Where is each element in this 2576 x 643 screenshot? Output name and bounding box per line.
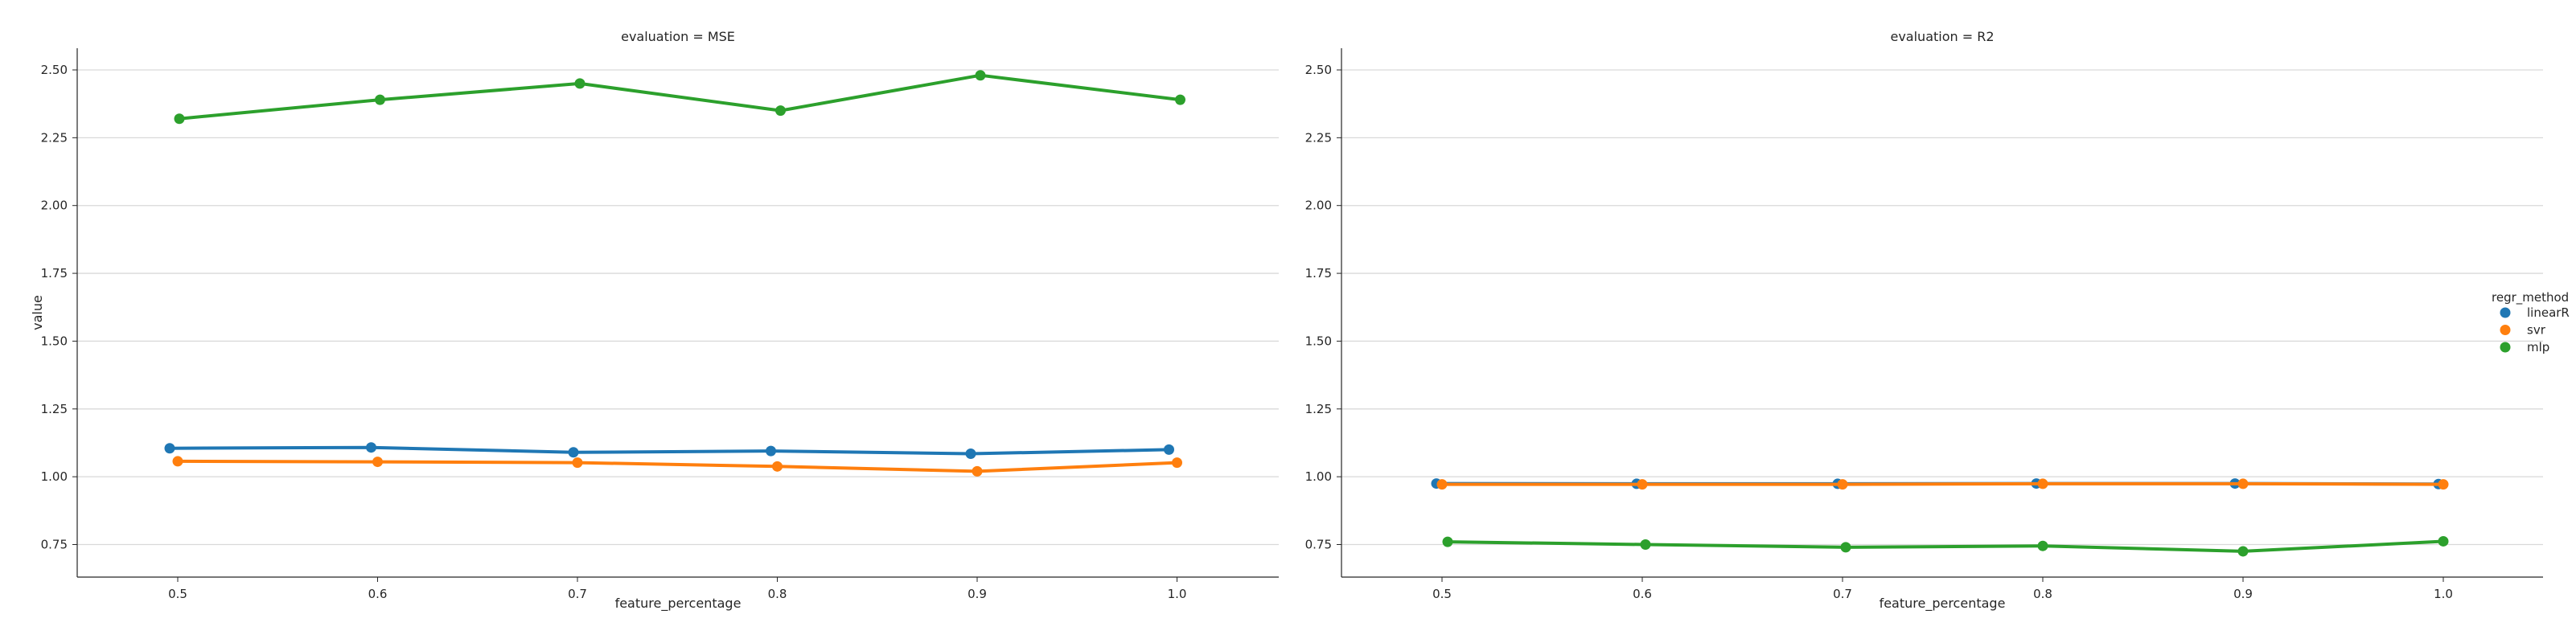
- legend-marker-mlp: [2500, 342, 2511, 353]
- data-point-linearR-0.9: [965, 448, 976, 459]
- data-point-svr-0.8: [2037, 478, 2048, 489]
- y-tick-label: 1.00: [1305, 469, 1332, 484]
- y-axis-label: value: [30, 295, 45, 330]
- y-tick-label: 2.00: [41, 199, 68, 213]
- panel-title: evaluation = MSE: [621, 29, 735, 44]
- data-point-mlp-1.0: [2438, 535, 2449, 547]
- y-tick-label: 1.25: [41, 402, 68, 416]
- series-line-svr: [177, 459, 1177, 473]
- data-point-mlp-0.9: [975, 70, 986, 81]
- series-line-linearR: [169, 445, 1169, 456]
- x-tick-label: 0.6: [368, 587, 388, 601]
- x-axis-label: feature_percentage: [1880, 596, 2006, 612]
- series-line-svr: [1442, 481, 2444, 486]
- data-point-linearR-1.0: [1164, 444, 1174, 455]
- y-tick-label: 2.25: [1305, 130, 1332, 145]
- panel-title: evaluation = R2: [1890, 29, 1994, 44]
- data-point-mlp-0.7: [574, 78, 585, 89]
- y-tick-label: 2.00: [1305, 199, 1332, 213]
- x-tick-label: 0.9: [968, 587, 987, 601]
- data-point-linearR-0.8: [766, 445, 776, 457]
- y-tick-label: 2.25: [41, 130, 68, 145]
- data-point-svr-0.5: [1436, 479, 1448, 490]
- data-point-mlp-0.5: [1442, 536, 1453, 547]
- legend-label: linearR: [2527, 305, 2570, 320]
- data-point-svr-0.8: [772, 461, 783, 472]
- legend-marker-svr: [2500, 325, 2511, 335]
- y-tick-label: 1.75: [1305, 266, 1332, 281]
- legend-label: svr: [2527, 323, 2546, 338]
- data-point-linearR-0.5: [164, 443, 175, 454]
- x-tick-label: 0.9: [2233, 587, 2253, 601]
- data-point-mlp-0.9: [2237, 546, 2249, 557]
- x-tick-label: 1.0: [2434, 587, 2453, 601]
- data-point-mlp-0.8: [2037, 540, 2048, 551]
- data-point-svr-1.0: [1172, 457, 1182, 469]
- data-point-mlp-0.6: [1640, 539, 1651, 551]
- x-tick-label: 1.0: [1168, 587, 1187, 601]
- legend-title: regr_method: [2492, 290, 2569, 305]
- data-point-svr-0.9: [972, 465, 983, 477]
- x-axis-label: feature_percentage: [615, 596, 742, 612]
- y-tick-label: 0.75: [41, 538, 68, 552]
- y-tick-label: 1.25: [1305, 402, 1332, 416]
- x-tick-label: 0.7: [568, 587, 587, 601]
- data-point-mlp-0.6: [375, 94, 385, 105]
- y-tick-label: 2.50: [41, 63, 68, 77]
- y-tick-label: 1.50: [1305, 334, 1332, 348]
- x-tick-label: 0.7: [1833, 587, 1852, 601]
- series-line-mlp: [179, 73, 1181, 121]
- data-point-svr-0.6: [372, 457, 383, 468]
- data-point-svr-0.7: [1837, 479, 1848, 490]
- y-tick-label: 1.00: [41, 469, 68, 484]
- legend-label: mlp: [2527, 340, 2549, 354]
- data-point-mlp-1.0: [1175, 94, 1185, 105]
- data-point-svr-0.5: [172, 456, 183, 467]
- x-tick-label: 0.5: [168, 587, 187, 601]
- data-point-svr-0.9: [2237, 478, 2249, 489]
- data-point-mlp-0.5: [174, 113, 185, 125]
- x-tick-label: 0.8: [2033, 587, 2052, 601]
- y-tick-label: 0.75: [1305, 538, 1332, 552]
- data-point-svr-1.0: [2438, 479, 2449, 490]
- x-tick-label: 0.5: [1432, 587, 1452, 601]
- data-point-mlp-0.7: [1840, 542, 1851, 553]
- y-tick-label: 1.50: [41, 334, 68, 348]
- legend-marker-linearR: [2500, 307, 2511, 318]
- data-point-linearR-0.7: [568, 447, 579, 458]
- y-tick-label: 2.50: [1305, 63, 1332, 77]
- y-tick-label: 1.75: [41, 266, 68, 281]
- data-point-svr-0.7: [572, 457, 583, 469]
- data-point-linearR-0.6: [366, 442, 376, 453]
- data-point-svr-0.6: [1637, 479, 1648, 490]
- x-tick-label: 0.6: [1633, 587, 1652, 601]
- x-tick-label: 0.8: [768, 587, 787, 601]
- series-line-mlp: [1447, 539, 2444, 553]
- data-point-mlp-0.8: [775, 105, 786, 117]
